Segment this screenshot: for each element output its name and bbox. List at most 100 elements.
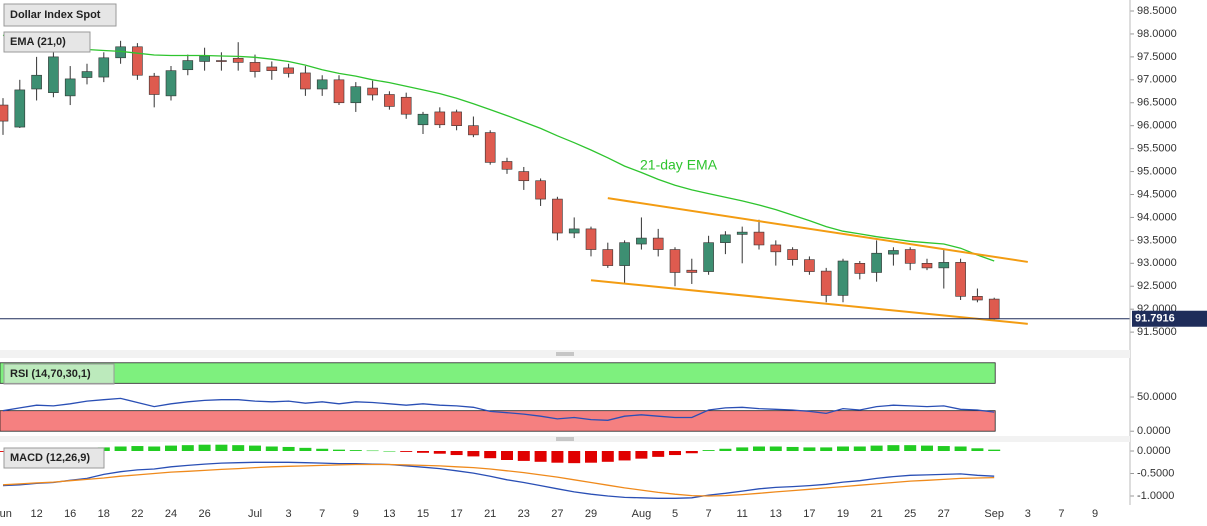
candle-body xyxy=(148,75,160,95)
y-tick-label: 93.0000 xyxy=(1137,257,1177,269)
candle-body xyxy=(0,104,9,122)
x-tick-label: 13 xyxy=(383,508,395,520)
histogram-bar xyxy=(400,451,413,452)
candle-body xyxy=(199,55,210,62)
y-tick-label: -0.5000 xyxy=(1137,467,1174,479)
candle-body xyxy=(216,60,227,62)
histogram-bar xyxy=(803,447,816,451)
histogram-bar xyxy=(114,446,127,451)
x-tick-label: 27 xyxy=(938,508,950,520)
zone xyxy=(0,410,996,432)
trendline xyxy=(607,197,1028,263)
x-tick-label: 19 xyxy=(837,508,849,520)
x-tick-label: 25 xyxy=(904,508,916,520)
y-tick-label: 0.0000 xyxy=(1137,425,1171,437)
x-tick-label: 21 xyxy=(870,508,882,520)
candle-body xyxy=(988,298,1000,320)
candle-body xyxy=(720,234,731,243)
candle-body xyxy=(921,263,933,269)
y-tick-label: 97.0000 xyxy=(1137,74,1177,86)
legend-box xyxy=(3,447,105,469)
histogram-bar xyxy=(484,451,497,459)
candle-body xyxy=(316,79,328,90)
candle-body xyxy=(837,260,849,296)
histogram-bar xyxy=(937,446,950,451)
candle-body xyxy=(434,111,446,126)
x-tick-label: Aug xyxy=(632,508,652,520)
histogram-bar xyxy=(232,445,245,451)
candle-body xyxy=(888,250,899,255)
x-tick-label: 9 xyxy=(353,508,359,520)
histogram-bar xyxy=(820,447,833,451)
x-tick-label: Jul xyxy=(248,508,262,520)
candle-body xyxy=(686,269,698,273)
histogram-bar xyxy=(887,445,900,451)
histogram-bar xyxy=(131,446,144,451)
histogram-bar xyxy=(971,448,984,451)
histogram-bar xyxy=(719,448,732,451)
histogram-bar xyxy=(635,451,648,459)
candle-body xyxy=(400,96,412,115)
histogram-bar xyxy=(534,451,547,462)
candle-body xyxy=(468,125,479,136)
series-line xyxy=(2,463,995,497)
legend-box xyxy=(3,3,117,27)
chart-title: Dollar Index Spot xyxy=(10,9,101,21)
histogram-bar xyxy=(433,451,446,454)
x-tick-label: 11 xyxy=(736,508,747,520)
candle-body xyxy=(972,296,983,301)
x-tick-label: 7 xyxy=(319,508,325,520)
candle-body xyxy=(300,72,311,90)
histogram-bar xyxy=(249,445,261,451)
histogram-bar xyxy=(181,445,194,451)
x-tick-label: 21 xyxy=(484,508,496,520)
candle-body xyxy=(98,57,110,78)
candle-body xyxy=(904,249,916,264)
candle-body xyxy=(652,237,664,250)
histogram-bar xyxy=(921,445,933,451)
y-tick-label: 94.5000 xyxy=(1137,188,1177,200)
candle-body xyxy=(955,262,966,297)
histogram-bar xyxy=(450,451,463,456)
candle-body xyxy=(871,252,882,273)
candle-body xyxy=(703,242,714,272)
histogram-bar xyxy=(215,444,228,451)
candle-body xyxy=(266,66,278,71)
candle-body xyxy=(669,249,681,273)
histogram-bar xyxy=(551,451,564,463)
histogram-bar xyxy=(685,451,698,454)
legend-entry: EMA (21,0) xyxy=(10,36,66,48)
candle-body xyxy=(333,79,345,104)
candle-body xyxy=(736,231,748,235)
x-tick-label: Sep xyxy=(984,508,1004,520)
histogram-bar xyxy=(669,451,681,456)
candle-body xyxy=(854,263,866,274)
x-tick-label: 29 xyxy=(585,508,597,520)
candle-body xyxy=(81,71,93,78)
candle-body xyxy=(585,228,597,250)
candle-body xyxy=(753,231,765,246)
candle-body xyxy=(31,74,42,90)
histogram-bar xyxy=(837,446,849,451)
candle-body xyxy=(619,242,630,266)
x-tick-label: 17 xyxy=(803,508,815,520)
candle-body xyxy=(417,113,429,126)
candle-body xyxy=(787,249,798,260)
histogram-bar xyxy=(769,446,782,451)
candle-body xyxy=(501,161,513,170)
histogram-bar xyxy=(333,449,345,451)
histogram-bar xyxy=(316,448,329,451)
y-tick-label: 50.0000 xyxy=(1137,391,1177,403)
x-tick-label: 7 xyxy=(706,508,712,520)
x-tick-label: 15 xyxy=(417,508,429,520)
x-tick-label: 7 xyxy=(1058,508,1064,520)
histogram-bar xyxy=(702,450,715,451)
legend-box xyxy=(3,31,91,53)
x-tick-label: 23 xyxy=(518,508,530,520)
histogram-bar xyxy=(753,446,765,451)
candle-body xyxy=(132,46,143,76)
series-line xyxy=(2,461,995,499)
candle-body xyxy=(14,89,26,128)
histogram-bar xyxy=(265,446,278,451)
